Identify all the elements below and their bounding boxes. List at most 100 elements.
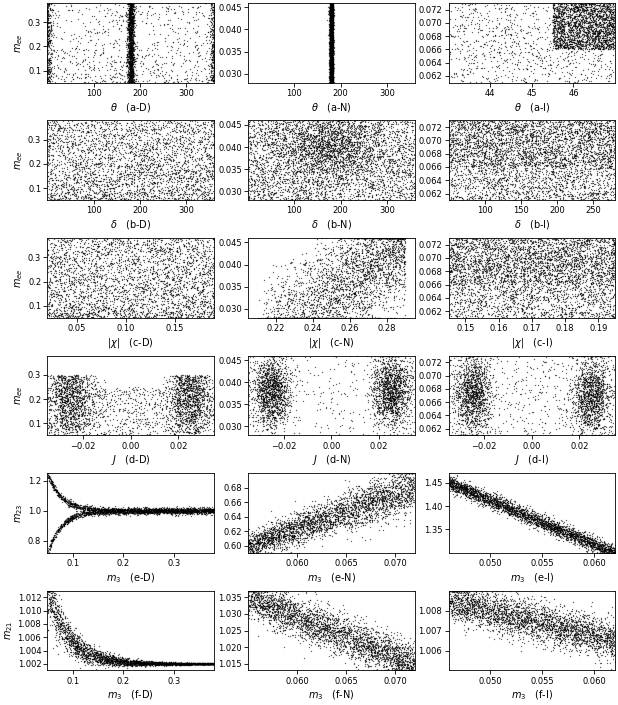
Point	[271, 297, 281, 308]
Point	[472, 399, 481, 410]
Point	[576, 192, 586, 203]
Point	[79, 506, 89, 517]
Point	[197, 658, 206, 670]
Point	[582, 546, 591, 557]
Point	[557, 36, 567, 47]
Point	[266, 392, 276, 403]
Point	[587, 542, 597, 553]
Point	[326, 73, 336, 85]
Point	[182, 380, 192, 391]
Point	[317, 117, 327, 128]
Point	[565, 158, 575, 169]
Point	[466, 278, 476, 289]
Point	[558, 41, 568, 52]
Point	[177, 506, 187, 517]
Point	[351, 501, 361, 513]
Point	[393, 490, 403, 501]
Point	[40, 75, 50, 86]
Point	[399, 366, 409, 377]
Point	[574, 378, 583, 389]
Point	[366, 259, 376, 270]
Point	[82, 410, 92, 421]
Point	[252, 546, 262, 557]
Point	[48, 31, 57, 42]
Point	[584, 131, 594, 142]
Point	[489, 125, 499, 137]
Point	[379, 396, 389, 407]
Point	[540, 618, 549, 630]
Point	[475, 391, 485, 403]
Point	[164, 657, 174, 668]
Point	[378, 396, 388, 407]
Point	[448, 479, 458, 491]
Point	[332, 510, 342, 522]
Point	[523, 278, 533, 289]
Point	[593, 381, 603, 393]
Point	[572, 171, 582, 183]
Point	[126, 58, 136, 69]
Point	[284, 616, 294, 627]
Point	[586, 32, 596, 43]
Point	[597, 403, 607, 414]
Point	[571, 20, 581, 31]
Point	[455, 482, 465, 493]
Point	[69, 411, 79, 422]
Point	[332, 505, 342, 516]
Point	[90, 388, 99, 399]
Point	[375, 116, 385, 127]
Point	[506, 152, 516, 163]
Point	[327, 56, 337, 67]
Point	[128, 66, 138, 78]
Point	[370, 353, 380, 364]
Point	[531, 620, 541, 632]
Point	[548, 624, 557, 635]
Point	[298, 312, 308, 324]
Point	[185, 419, 195, 430]
Point	[467, 492, 476, 503]
Point	[324, 150, 334, 161]
Point	[263, 537, 273, 548]
Point	[281, 125, 291, 136]
Point	[465, 488, 475, 499]
Point	[309, 311, 319, 322]
Point	[554, 628, 564, 639]
Point	[363, 498, 373, 510]
Point	[364, 482, 374, 493]
Point	[201, 376, 211, 387]
Point	[68, 247, 78, 259]
Point	[274, 522, 284, 534]
Point	[188, 180, 198, 192]
Point	[582, 381, 592, 393]
Point	[386, 164, 396, 176]
Point	[327, 27, 337, 39]
Point	[164, 252, 174, 263]
Point	[569, 36, 579, 47]
Point	[256, 539, 266, 550]
Point	[88, 276, 98, 288]
Point	[189, 15, 199, 26]
Point	[43, 1, 53, 12]
Point	[472, 596, 482, 607]
Point	[104, 143, 114, 154]
Point	[492, 61, 502, 72]
Point	[517, 504, 527, 515]
Point	[468, 393, 478, 404]
Point	[57, 396, 67, 407]
Point	[287, 312, 297, 324]
Point	[326, 73, 336, 84]
Point	[588, 0, 598, 9]
Point	[74, 124, 83, 135]
Point	[136, 505, 146, 517]
Point	[125, 26, 135, 37]
Point	[326, 76, 336, 87]
Point	[325, 48, 335, 59]
Point	[370, 257, 379, 269]
Point	[180, 308, 190, 319]
Point	[158, 504, 168, 515]
Point	[509, 615, 519, 626]
Point	[384, 363, 394, 374]
Point	[380, 491, 390, 503]
Point	[537, 58, 547, 69]
Point	[568, 34, 578, 45]
Point	[284, 381, 294, 392]
